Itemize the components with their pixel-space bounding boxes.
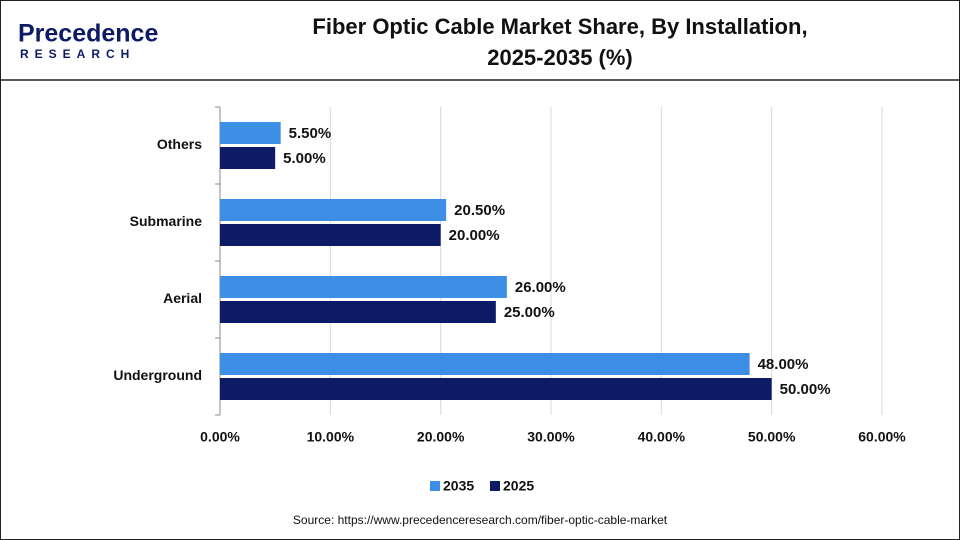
x-tick-label: 40.00% [638,429,686,445]
value-label: 5.50% [289,125,332,142]
x-tick-label: 0.00% [200,429,240,445]
bar [220,199,447,221]
legend-label: 2025 [503,478,534,494]
x-tick-label: 20.00% [417,429,465,445]
bar [220,301,496,323]
value-label: 5.00% [283,150,326,167]
x-tick-label: 50.00% [748,429,796,445]
logo-name: Precedence [18,20,158,48]
legend-swatch [430,481,440,491]
y-tick-label: Aerial [163,290,202,306]
x-tick-label: 60.00% [858,429,906,445]
x-tick-label: 30.00% [527,429,575,445]
bar [220,378,772,400]
value-label: 50.00% [780,381,831,398]
x-tick-label: 10.00% [307,429,355,445]
source: Source: https://www.precedenceresearch.c… [293,513,668,527]
value-label: 48.00% [758,356,809,373]
value-label: 20.50% [454,202,505,219]
bar [220,353,750,375]
logo-tagline: RESEARCH [20,47,135,61]
value-label: 26.00% [515,279,566,296]
bar [220,224,441,246]
bar [220,147,276,169]
y-tick-label: Submarine [130,213,203,229]
legend-label: 2035 [443,478,474,494]
value-label: 25.00% [504,304,555,321]
y-tick-label: Others [157,136,202,152]
y-tick-label: Underground [113,367,202,383]
bar [220,122,281,144]
value-label: 20.00% [449,227,500,244]
legend-swatch [490,481,500,491]
chart-title: Fiber Optic Cable Market Share, By Insta… [312,14,807,39]
bar [220,276,507,298]
chart-title: 2025-2035 (%) [487,45,633,70]
